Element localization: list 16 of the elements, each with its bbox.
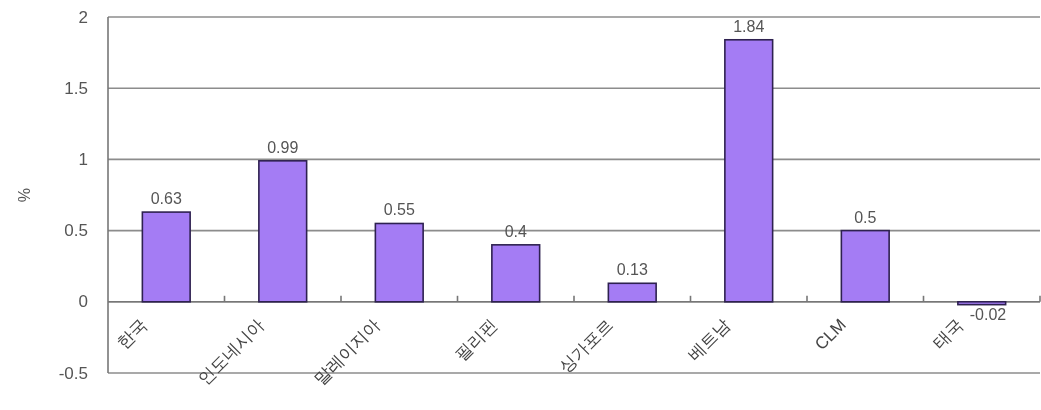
y-tick-label: 2 [78,7,88,27]
y-tick-label: 0 [78,292,88,312]
data-label: 0.55 [383,201,415,219]
data-label: 0.99 [267,138,299,156]
x-tick-label: 태국 [928,315,967,353]
data-label: 0.5 [854,208,877,226]
y-axis-title: % [15,187,33,203]
y-tick-label: 0.5 [64,221,88,241]
y-tick-label: -0.5 [58,363,88,383]
y-tick-label: 1 [78,149,88,169]
data-label: 0.13 [616,261,648,279]
y-tick-label: 1.5 [64,78,88,98]
data-label: -0.02 [969,305,1007,323]
x-tick-label: 한국 [113,315,151,353]
data-label: 0.63 [150,190,182,208]
data-label: 1.84 [733,17,765,35]
